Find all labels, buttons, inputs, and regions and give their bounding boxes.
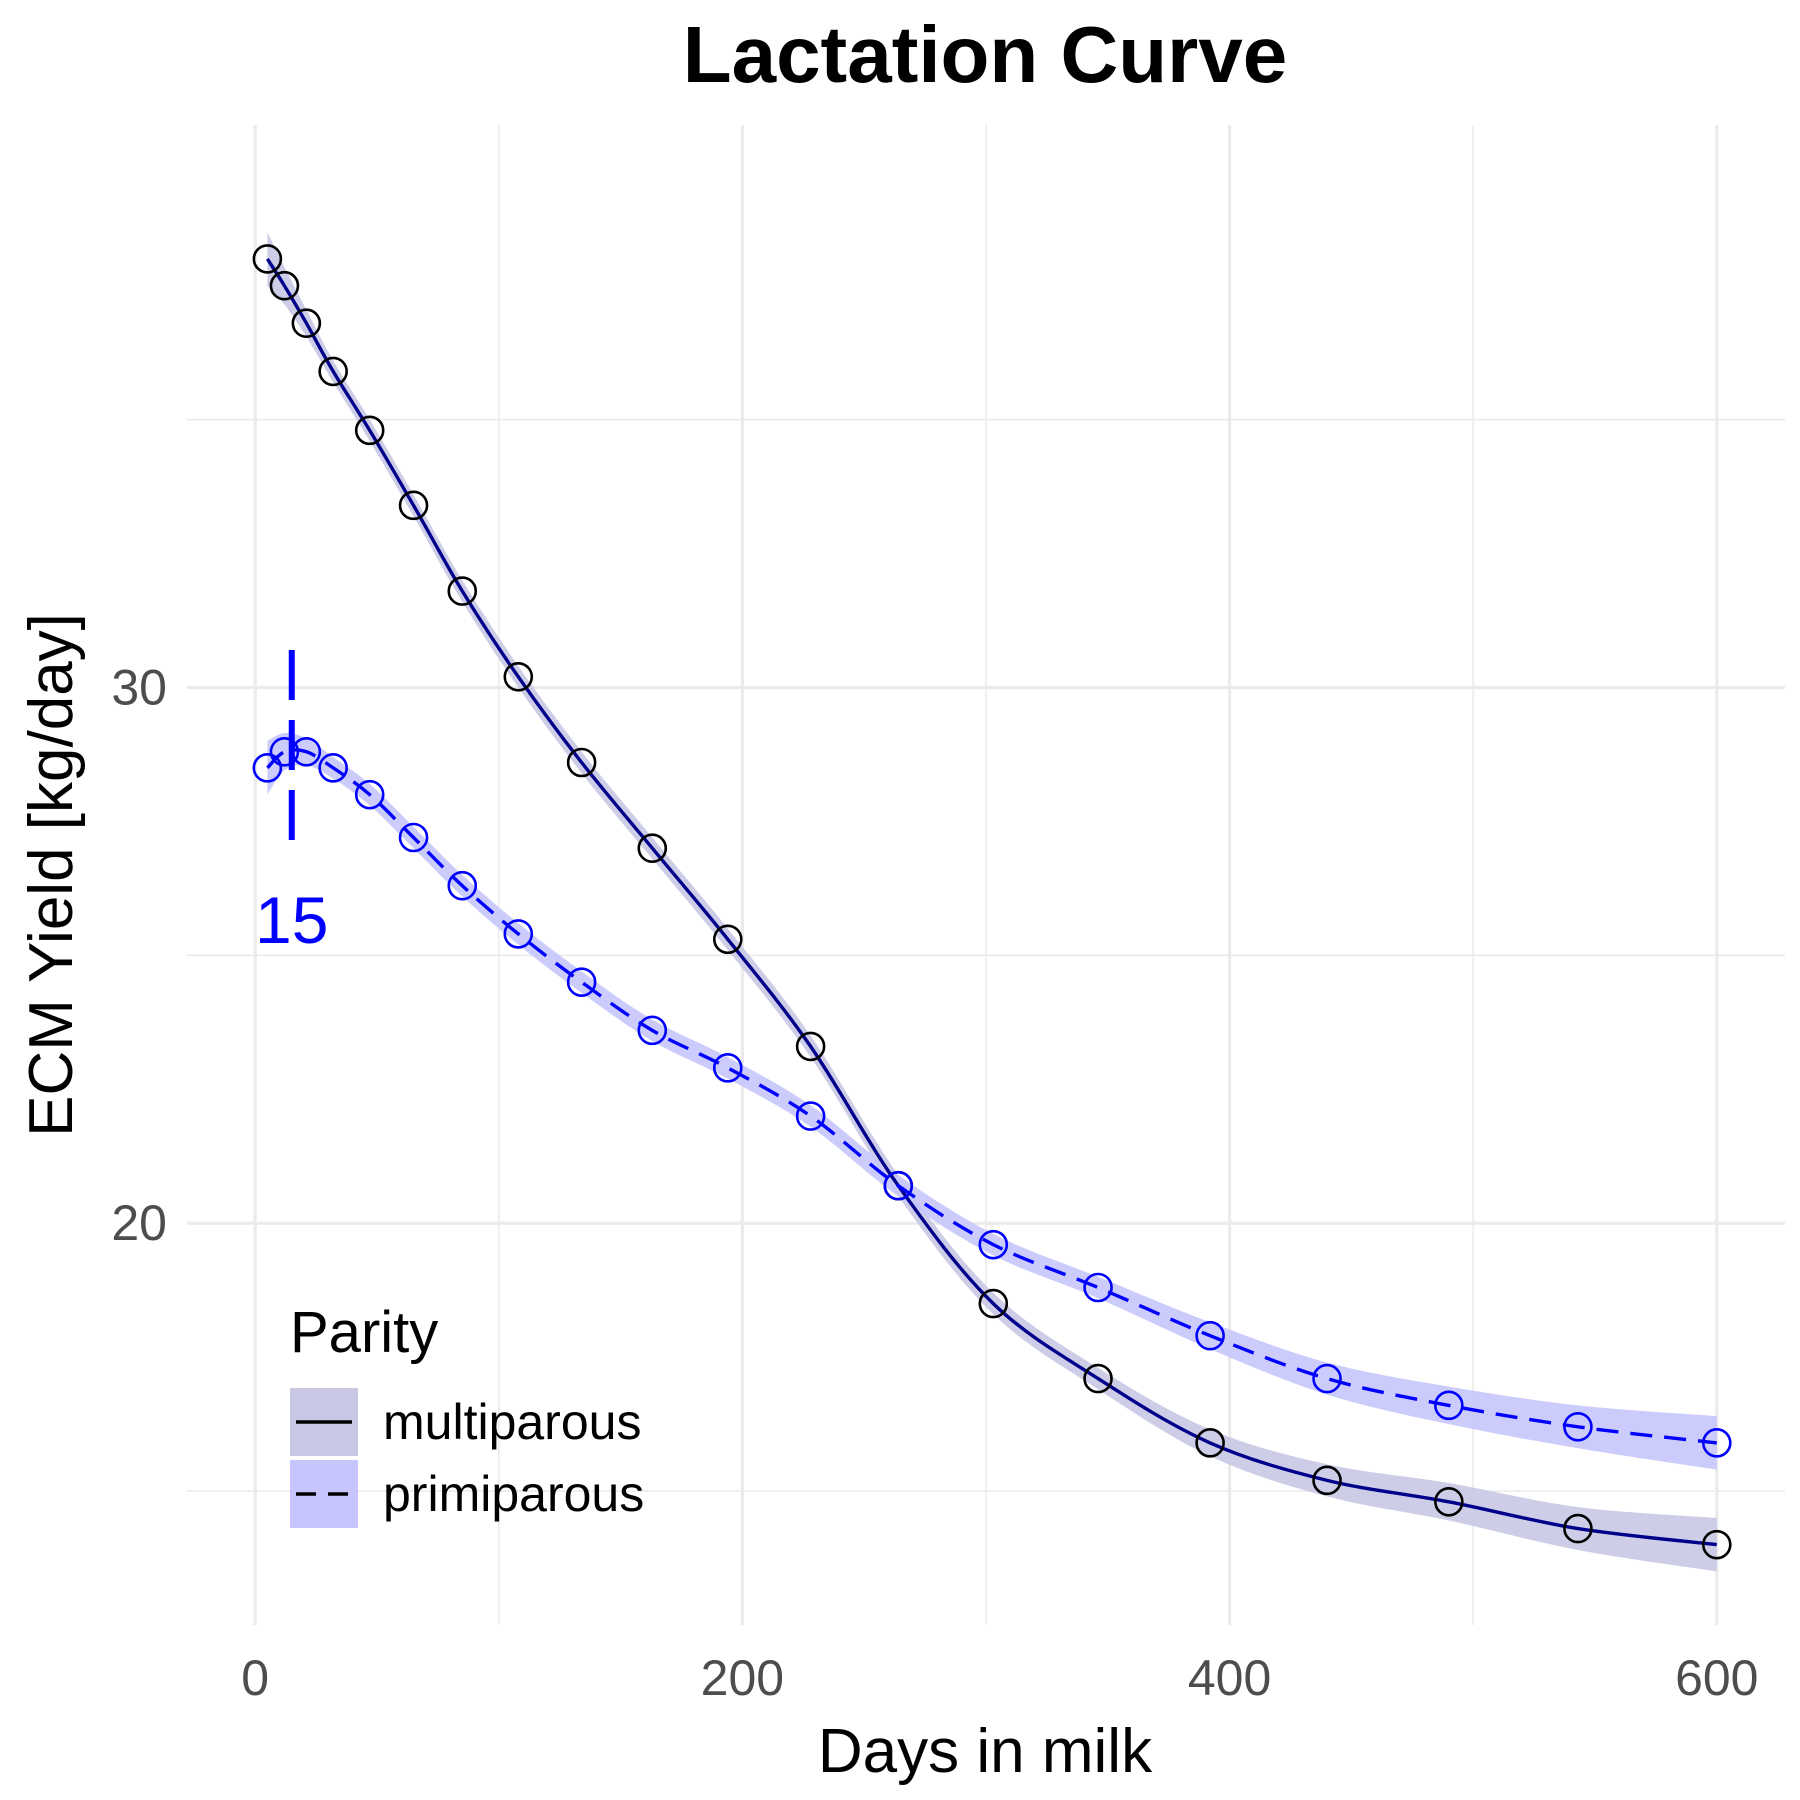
data-point-primiparous [1195,1320,1225,1351]
series-points [252,244,1732,1560]
peak-day-label: 15 [255,883,328,957]
annotations: 15 [255,650,328,957]
data-point-primiparous [566,967,597,997]
data-point-primiparous [318,753,348,783]
data-point-primiparous [978,1229,1009,1260]
data-point-multiparous [1563,1513,1593,1544]
data-point-multiparous [354,415,385,446]
series-line-primiparous [266,748,1717,1445]
data-point-multiparous [566,747,597,778]
legend: Parity multiparous primiparous [290,1300,644,1528]
series-lines [265,258,1717,1547]
data-point-primiparous [503,919,534,949]
data-point-primiparous [883,1170,914,1201]
data-point-multiparous [637,833,668,864]
data-point-primiparous [795,1101,826,1131]
tick-labels: 0 200 400 600 20 30 [111,660,1758,1707]
legend-label-primiparous: primiparous [383,1466,644,1522]
y-tick-label: 20 [111,1195,167,1251]
data-point-multiparous [318,356,348,387]
data-point-primiparous [252,753,283,783]
data-point-multiparous [503,661,534,692]
y-tick-label: 30 [111,660,167,716]
data-point-multiparous [447,576,478,606]
data-point-multiparous [1434,1486,1464,1517]
data-point-primiparous [447,870,478,901]
data-point-primiparous [1701,1428,1732,1458]
legend-title: Parity [290,1300,438,1365]
data-point-primiparous [1434,1390,1464,1421]
x-tick-label: 0 [241,1650,269,1706]
grid-lines [187,125,1785,1625]
data-point-primiparous [398,822,429,853]
confidence-band-primiparous [267,732,1717,1470]
data-point-primiparous [1563,1411,1593,1442]
data-point-multiparous [1083,1363,1113,1394]
y-axis-title: ECM Yield [kg/day] [17,613,86,1137]
x-tick-label: 400 [1188,1650,1271,1706]
data-point-multiparous [1195,1428,1225,1458]
data-point-primiparous [637,1015,668,1046]
x-axis-title: Days in milk [818,1717,1153,1786]
x-tick-label: 200 [701,1650,784,1706]
data-point-primiparous [712,1053,743,1083]
data-point-multiparous [978,1288,1009,1319]
data-point-multiparous [252,244,283,274]
data-point-multiparous [269,270,300,301]
data-point-multiparous [291,308,322,339]
data-point-multiparous [1312,1465,1342,1496]
legend-label-multiparous: multiparous [383,1394,641,1450]
x-tick-label: 600 [1675,1650,1758,1706]
data-point-multiparous [712,924,743,955]
data-point-multiparous [1701,1529,1732,1560]
data-point-primiparous [1312,1363,1342,1394]
data-point-primiparous [354,779,385,810]
series-line-multiparous [265,258,1717,1547]
chart-title: Lactation Curve [683,10,1288,99]
data-point-primiparous [269,736,300,767]
data-point-primiparous [1083,1272,1113,1303]
confidence-bands [267,232,1717,1572]
data-point-multiparous [398,490,429,521]
data-point-multiparous [795,1031,826,1062]
